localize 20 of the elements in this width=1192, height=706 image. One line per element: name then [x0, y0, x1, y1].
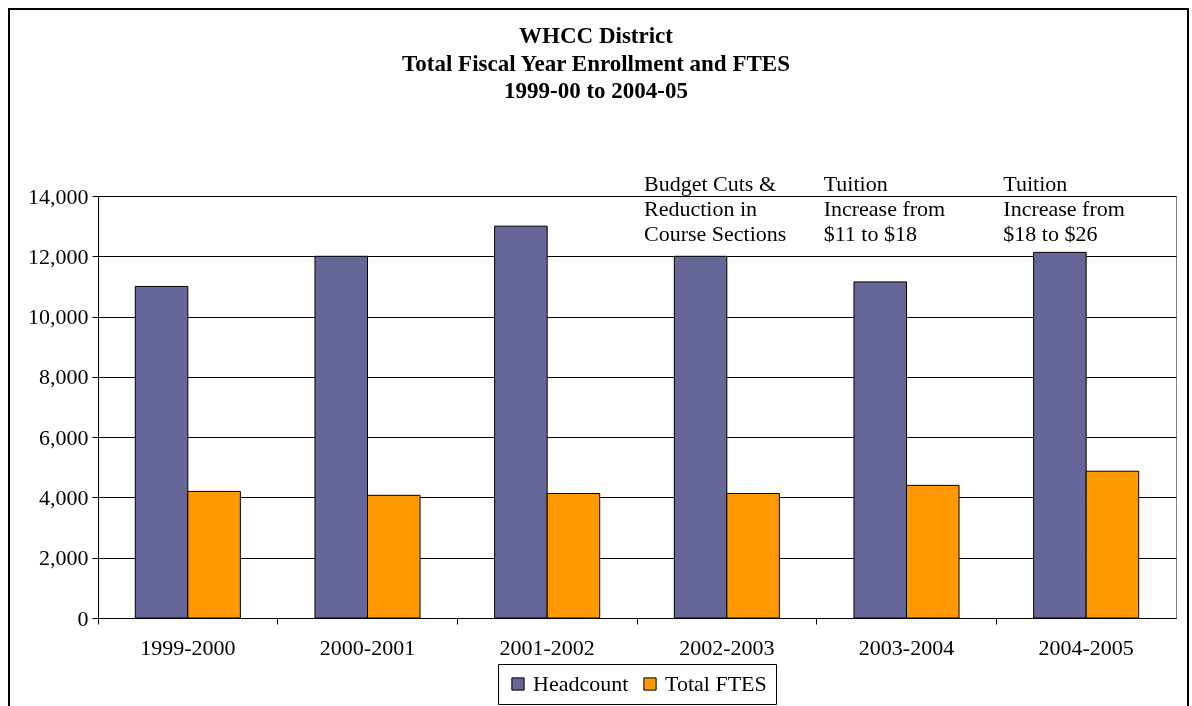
annotation: Budget Cuts & Reduction in Course Sections	[644, 171, 787, 246]
x-tick-label: 2001-2002	[499, 634, 595, 660]
x-tick-label: 2004-2005	[1038, 634, 1134, 660]
y-tick-label: 8,000	[39, 364, 89, 390]
x-tick-label: 2000-2001	[319, 634, 416, 660]
chart-title: WHCC District Total Fiscal Year Enrollment and FTES 1999-00 to 2004-05	[402, 23, 790, 103]
legend-label: Headcount	[533, 671, 629, 696]
x-tick-label: 1999-2000	[140, 634, 236, 660]
x-tick-label: 2003-2004	[858, 634, 955, 660]
annotation: Tuition Increase from $18 to $26	[1003, 171, 1125, 246]
x-tick-label: 2002-2003	[679, 634, 775, 660]
annotation: Tuition Increase from $11 to $18	[823, 171, 946, 246]
y-tick-label: 4,000	[39, 484, 89, 510]
y-tick-label: 2,000	[39, 545, 89, 571]
y-tick-label: 6,000	[39, 424, 89, 450]
y-tick-label: 10,000	[28, 304, 89, 330]
y-tick-label: 14,000	[28, 183, 89, 209]
y-tick-label: 12,000	[28, 243, 89, 269]
legend-label: Total FTES	[665, 671, 767, 696]
y-tick-label: 0	[77, 605, 89, 631]
